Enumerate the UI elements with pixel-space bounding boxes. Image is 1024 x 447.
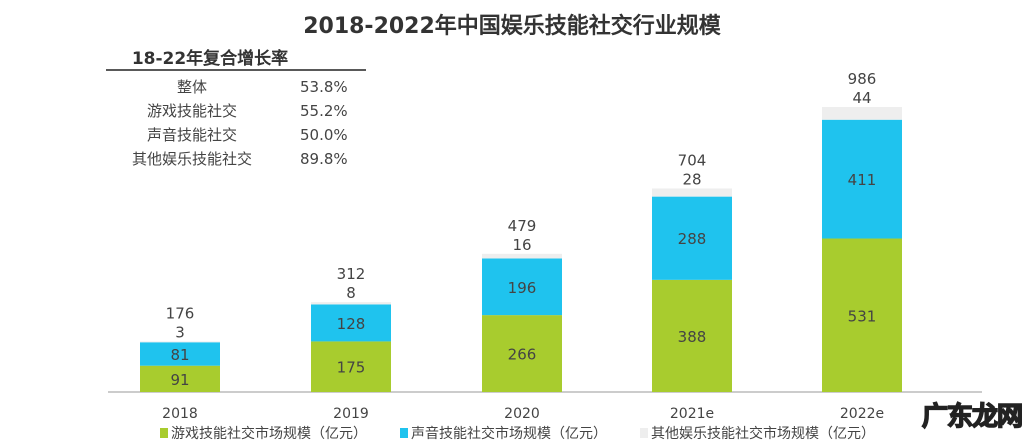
x-tick-label: 2022e [840,406,884,422]
bar-segment [311,302,391,305]
data-label: 266 [508,346,537,364]
bar-segment [140,342,220,366]
data-label: 16 [512,236,531,254]
data-label: 288 [678,230,707,248]
data-label: 128 [337,315,366,333]
cagr-label: 游戏技能社交 [147,102,237,120]
data-label: 28 [682,171,701,189]
data-label: 44 [852,89,871,107]
legend-label: 声音技能社交市场规模（亿元） [411,425,607,442]
data-label: 91 [170,371,189,389]
legend-swatch [400,428,408,438]
legend-label: 游戏技能社交市场规模（亿元） [171,425,367,442]
data-label: 411 [848,171,877,189]
x-tick-label: 2020 [504,406,540,422]
data-label: 175 [337,359,366,377]
data-label: 196 [508,279,537,297]
legend-swatch [160,428,168,438]
bar-segment [822,119,902,239]
data-label: 81 [170,346,189,364]
bar-segment [822,238,902,392]
cagr-label: 整体 [177,78,207,96]
bar-segment [652,279,732,392]
bar-segment [482,253,562,259]
data-label: 388 [678,328,707,346]
bar-segment [482,315,562,392]
cagr-label: 其他娱乐技能社交 [132,150,252,168]
bar-segment [140,365,220,392]
total-label: 986 [848,70,877,88]
watermark-logo: 广东龙网 [921,401,1024,433]
cagr-value: 89.8% [300,150,348,168]
cagr-table: 18-22年复合增长率 整体 53.8% 游戏技能社交 55.2% 声音技能社交 50.0… [106,48,366,168]
data-label: 531 [848,307,877,325]
chart-title: 2018-2022年中国娱乐技能社交行业规模 [303,13,722,39]
total-label: 704 [678,152,707,170]
x-tick-label: 2018 [162,406,198,422]
data-label: 3 [175,323,185,341]
legend-swatch [640,428,648,438]
cagr-title: 18-22年复合增长率 [132,48,288,69]
cagr-label: 声音技能社交 [147,126,237,144]
x-tick-label: 2021e [670,406,714,422]
cagr-value: 53.8% [300,78,348,96]
bar-segment [652,196,732,280]
total-label: 176 [166,304,195,322]
bar-segment [482,258,562,316]
cagr-value: 50.0% [300,126,348,144]
total-label: 312 [337,265,366,283]
data-label: 8 [346,284,356,302]
bar-segment [311,304,391,342]
cagr-value: 55.2% [300,102,348,120]
bar-segment [822,107,902,120]
legend-label: 其他娱乐技能社交市场规模（亿元） [651,425,875,442]
bar-segment [311,341,391,392]
bar-segment [652,188,732,197]
bar-segment [140,341,220,343]
total-label: 479 [508,217,537,235]
x-tick-label: 2019 [333,406,369,422]
